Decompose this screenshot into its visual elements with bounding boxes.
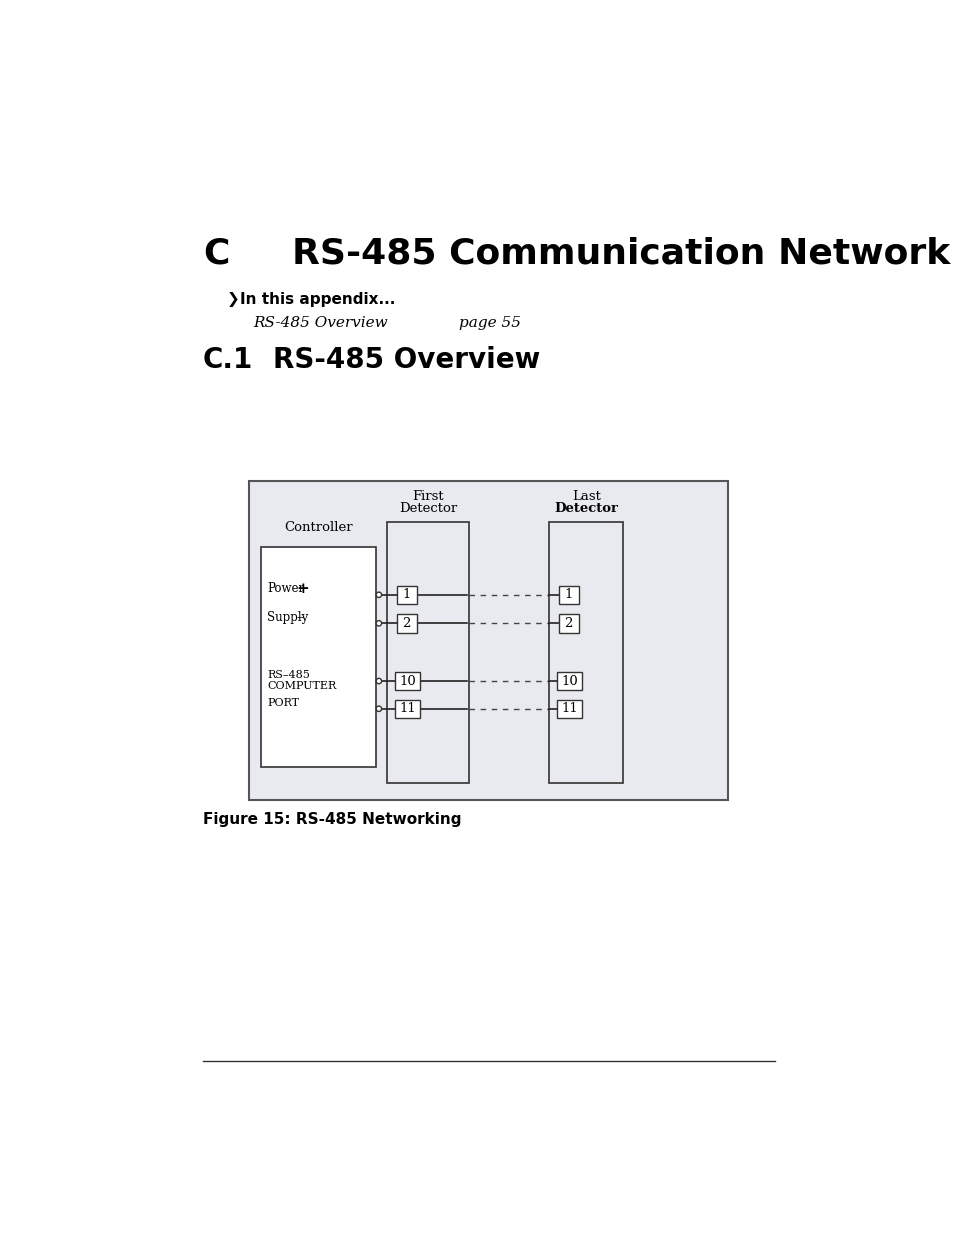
Text: 1: 1 xyxy=(402,588,411,601)
Text: Power: Power xyxy=(267,582,304,595)
Text: 11: 11 xyxy=(398,703,416,715)
Text: ❯: ❯ xyxy=(226,293,238,308)
Text: Detector: Detector xyxy=(554,501,618,515)
Text: Figure 15: RS-485 Networking: Figure 15: RS-485 Networking xyxy=(203,811,461,827)
Text: 2: 2 xyxy=(402,616,411,630)
Text: –: – xyxy=(296,610,304,624)
Bar xyxy=(396,614,416,632)
Bar xyxy=(558,585,578,604)
Bar xyxy=(557,699,581,718)
Text: C: C xyxy=(203,237,229,270)
Text: 10: 10 xyxy=(560,674,578,688)
Bar xyxy=(395,699,419,718)
Circle shape xyxy=(375,678,381,684)
Text: Last: Last xyxy=(571,490,600,503)
Text: RS–485: RS–485 xyxy=(267,669,310,680)
Text: RS-485 Communication Network: RS-485 Communication Network xyxy=(292,237,949,270)
Text: 2: 2 xyxy=(564,616,573,630)
Text: 1: 1 xyxy=(564,588,573,601)
Bar xyxy=(387,521,468,783)
Text: COMPUTER: COMPUTER xyxy=(267,680,336,690)
Text: Detector: Detector xyxy=(398,501,456,515)
Bar xyxy=(557,672,581,690)
Bar xyxy=(549,521,622,783)
Text: 10: 10 xyxy=(398,674,416,688)
Text: Controller: Controller xyxy=(284,521,353,534)
Circle shape xyxy=(375,592,381,598)
Text: RS-485 Overview: RS-485 Overview xyxy=(253,316,388,330)
Text: Supply: Supply xyxy=(267,610,308,624)
Bar xyxy=(249,480,728,800)
Text: 11: 11 xyxy=(560,703,578,715)
Text: RS-485 Overview: RS-485 Overview xyxy=(273,346,539,374)
Text: +: + xyxy=(296,582,309,595)
Text: In this appendix...: In this appendix... xyxy=(240,293,395,308)
Bar xyxy=(395,672,419,690)
Text: C.1: C.1 xyxy=(203,346,253,374)
Text: First: First xyxy=(412,490,443,503)
Text: page 55: page 55 xyxy=(458,316,520,330)
Bar xyxy=(396,585,416,604)
Text: PORT: PORT xyxy=(267,698,299,708)
Bar xyxy=(558,614,578,632)
Bar xyxy=(261,547,375,767)
Circle shape xyxy=(375,706,381,711)
Circle shape xyxy=(375,621,381,626)
